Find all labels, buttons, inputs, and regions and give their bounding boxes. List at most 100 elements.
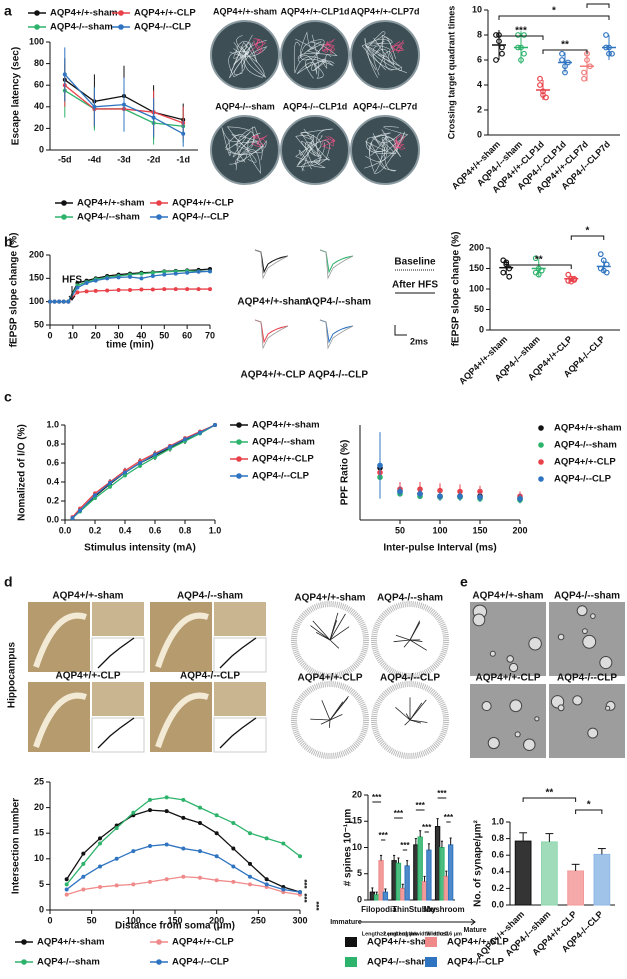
neuron-branch (310, 625, 331, 641)
y-tick-label: 100 (469, 283, 484, 293)
data-point (264, 882, 269, 887)
x-tick-label: 200 (209, 915, 224, 925)
legend-marker (236, 439, 242, 445)
data-point (417, 491, 423, 497)
bar (447, 844, 454, 901)
swim-path (364, 31, 408, 74)
golgi-zoom (92, 602, 144, 636)
tracing-label: AQP4-/--CLP (380, 673, 440, 684)
data-point (264, 836, 269, 841)
data-point (214, 878, 219, 883)
legend-marker (236, 456, 242, 462)
data-point (181, 815, 186, 820)
legend-label: AQP4+/+-sham (37, 937, 105, 948)
legend-marker (61, 200, 67, 206)
swim-path (322, 44, 335, 54)
sig-label: *** (379, 831, 389, 840)
data-point (150, 270, 155, 275)
legend-marker (538, 442, 544, 448)
legend-marker (34, 10, 40, 16)
sig-label: * (587, 800, 591, 811)
data-point (164, 795, 169, 800)
data-point (61, 299, 66, 304)
y-tick-label: 0.4 (46, 476, 59, 486)
swim-path (230, 35, 258, 71)
swim-path (369, 136, 399, 170)
series-line (72, 424, 216, 518)
data-point (131, 849, 136, 854)
x-tick-label: 100 (432, 525, 447, 535)
sholl-rings (291, 681, 369, 759)
swim-path (300, 31, 325, 61)
legend-marker (236, 422, 242, 428)
legend-label: AQP4-/--CLP (554, 474, 612, 485)
x-tick-label: Stubby (409, 905, 437, 914)
data-point (493, 57, 499, 63)
x-tick-label: 0.6 (149, 525, 162, 535)
y-tick-label: 10 (34, 853, 44, 863)
legend-marker (538, 459, 544, 465)
em-vesicle (599, 656, 613, 670)
x-tick-label: 100 (126, 915, 141, 925)
series-line (66, 796, 301, 885)
neuron-branch (409, 620, 421, 641)
x-tick-label: 30 (114, 330, 124, 340)
data-point (123, 473, 127, 478)
data-point (298, 854, 302, 859)
legend-label: AQP4-/--sham (37, 957, 100, 968)
swim-path (297, 135, 323, 170)
legend-label: AQP4-/--CLP (172, 212, 230, 223)
swim-path (256, 135, 268, 146)
data-point (214, 854, 219, 859)
y-tick-label: 150 (29, 273, 44, 283)
neuron-branch (328, 719, 331, 728)
data-point (153, 455, 157, 460)
swim-path (297, 41, 338, 63)
em-vesicle (506, 655, 514, 663)
x-tick-label: 150 (167, 915, 182, 925)
swim-path (250, 38, 260, 52)
sig-bracket (586, 3, 610, 8)
golgi-band (155, 612, 209, 668)
data-point (565, 271, 572, 278)
data-point (181, 874, 186, 879)
legend-label: AQP4+/+-CLP (172, 198, 234, 209)
sholl-rings (291, 601, 369, 679)
bar (382, 891, 389, 901)
bar (369, 891, 376, 901)
neuron-branch (329, 620, 338, 641)
trace-label: AQP4-/--CLP (308, 370, 368, 381)
neuron-branch (329, 626, 350, 641)
panel-letter: d (4, 574, 13, 590)
legend-label: AQP4+/+-CLP (172, 937, 234, 948)
golgi-band (33, 692, 87, 748)
sig-bracket (498, 15, 610, 20)
data-point (377, 462, 383, 469)
golgi-label: AQP4+/+-CLP (55, 671, 120, 682)
y-tick-label: 15 (352, 816, 362, 826)
data-point (264, 877, 269, 882)
em-vesicle (605, 705, 611, 711)
trace-label: AQP4+/+-sham (237, 297, 308, 308)
bar (443, 875, 449, 901)
data-point (78, 508, 82, 513)
em-vesicle (582, 634, 597, 649)
y-tick-label: 0 (477, 129, 482, 139)
y-tick-label: 80 (34, 58, 44, 68)
data-point (603, 269, 610, 276)
bar (567, 870, 584, 906)
note: Mature (464, 927, 487, 934)
y-tick-label: 200 (29, 249, 44, 259)
golgi-label: AQP4+/+-sham (52, 591, 123, 602)
swim-path (394, 134, 406, 150)
data-point (128, 288, 132, 292)
data-point (196, 287, 201, 292)
maze-label: AQP4-/--CLP1d (283, 101, 348, 111)
legend-label: AQP4+/+-sham (252, 420, 320, 431)
maze-dish (210, 115, 280, 185)
neuron-branch (409, 639, 427, 651)
x-tick-label: 40 (136, 330, 146, 340)
data-point (198, 875, 202, 880)
data-point (131, 882, 136, 887)
legend-swatch (425, 957, 437, 967)
